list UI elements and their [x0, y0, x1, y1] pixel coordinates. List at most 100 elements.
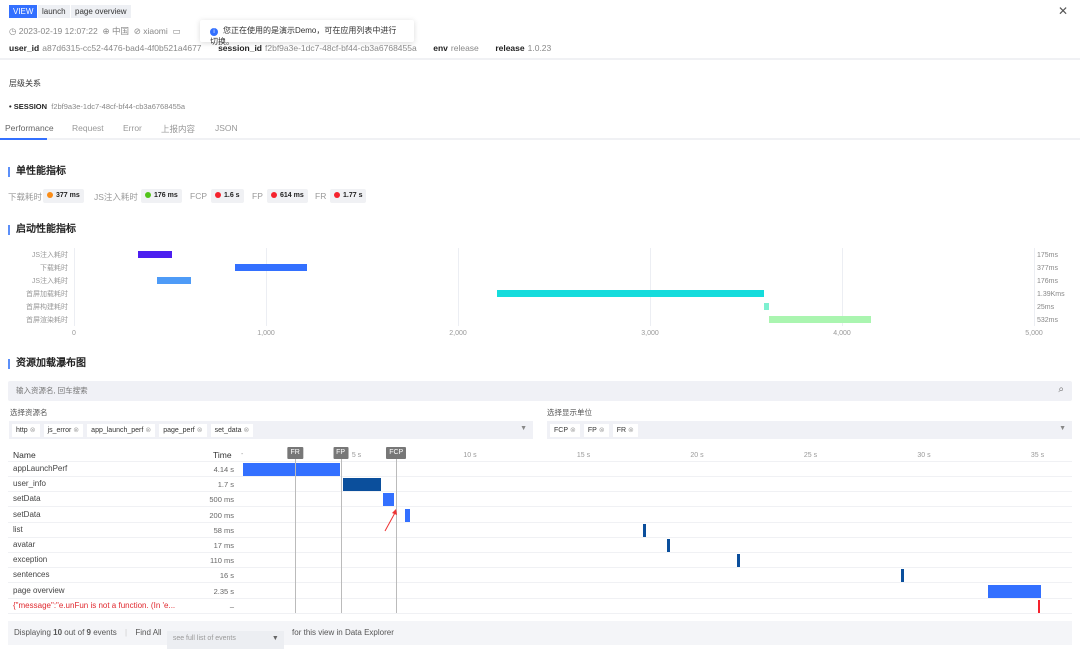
startup-bar[interactable]	[234, 264, 308, 271]
chip-remove-icon[interactable]: ⊗	[628, 426, 634, 434]
filter-chip[interactable]: FCP ⊗	[550, 423, 580, 437]
search-icon[interactable]: ⌕	[1058, 384, 1064, 395]
time-tick-label: 35 s	[1030, 452, 1045, 459]
resource-time: 200 ms	[209, 510, 234, 520]
waterfall-bar[interactable]	[736, 554, 740, 568]
tag-view: VIEW	[9, 5, 38, 18]
chip-remove-icon[interactable]: ⊗	[570, 426, 576, 434]
col-time: Time	[213, 450, 232, 460]
dropdown-caret-icon[interactable]: ▼	[1059, 425, 1066, 432]
table-row[interactable]: avatar 17 ms	[8, 538, 1072, 553]
unit-select[interactable]: FCP ⊗ FP ⊗ FR ⊗ ▼	[547, 421, 1072, 439]
waterfall-bar[interactable]	[643, 523, 647, 537]
chip-remove-icon[interactable]: ⊗	[243, 426, 250, 434]
metric-value: 1.77 s	[343, 192, 363, 199]
metric-badge: 377 ms	[43, 189, 84, 203]
resource-name: list	[13, 524, 23, 534]
chip-remove-icon[interactable]: ⊗	[145, 426, 152, 434]
field-key: session_id	[218, 43, 262, 53]
filter-chip[interactable]: FR ⊗	[612, 423, 638, 437]
resource-time: 17 ms	[213, 541, 234, 550]
waterfall-bar[interactable]	[405, 508, 410, 522]
chip-label: page_perf	[163, 426, 195, 434]
table-row[interactable]: appLaunchPerf 4.14 s	[8, 462, 1072, 477]
active-tab-indicator	[0, 138, 47, 140]
resource-time: 1.7 s	[217, 480, 234, 490]
startup-bar[interactable]	[137, 251, 172, 258]
startup-bar[interactable]	[156, 277, 191, 284]
resource-search[interactable]: ⌕	[8, 381, 1072, 401]
tag-launch: launch	[38, 5, 70, 18]
chip-label: app_launch_perf	[91, 426, 144, 434]
dropdown-caret-icon[interactable]: ▼	[271, 635, 279, 642]
chip-label: set_data	[214, 426, 242, 434]
field-value: f2bf9a3e-1dc7-48cf-bf44-cb3a6768455a	[265, 43, 417, 53]
value-label: 377ms	[1037, 265, 1059, 272]
footer-middle: out of	[64, 628, 85, 637]
table-row[interactable]: setData 200 ms	[8, 508, 1072, 523]
x-tick-label: 5,000	[1025, 330, 1043, 337]
waterfall-bar[interactable]	[987, 584, 1041, 598]
monitor-icon: ▭	[172, 26, 181, 36]
filter-chip[interactable]: js_error ⊗	[43, 423, 84, 437]
waterfall-bar[interactable]	[666, 539, 670, 552]
table-row[interactable]: setData 500 ms	[8, 492, 1072, 508]
close-icon[interactable]: ✕	[1058, 4, 1069, 18]
waterfall-bar[interactable]	[901, 569, 905, 583]
table-row[interactable]: list 58 ms	[8, 523, 1072, 538]
resource-time: –	[229, 601, 234, 611]
dropdown-caret-icon[interactable]: ▼	[520, 425, 527, 432]
waterfall-title: 资源加载瀑布图	[8, 359, 86, 369]
tab-report[interactable]: 上报内容	[161, 124, 196, 134]
waterfall-bar[interactable]	[243, 463, 340, 476]
table-row[interactable]: exception 110 ms	[8, 553, 1072, 569]
session-link[interactable]: • SESSION f2bf9a3e-1dc7-48cf-bf44-cb3a67…	[9, 102, 186, 111]
filter-chip[interactable]: http ⊗	[12, 423, 40, 437]
meta-line: ◷ 2023-02-19 12:07:22 ⊕ 中国 ⊘ xiaomi ▭	[9, 25, 181, 37]
filter-chip[interactable]: page_perf ⊗	[159, 423, 207, 437]
tab-error[interactable]: Error	[123, 123, 142, 133]
table-row[interactable]: user_info 1.7 s	[8, 477, 1072, 493]
table-row[interactable]: page overview 2.35 s	[8, 584, 1072, 599]
x-tick-label: 4,000	[833, 330, 851, 337]
device-icon: ⊘	[133, 26, 141, 36]
chip-label: http	[16, 426, 28, 434]
startup-bar[interactable]	[763, 303, 769, 310]
tab-performance[interactable]: Performance	[5, 123, 54, 133]
resource-search-input[interactable]	[16, 386, 916, 395]
startup-bar[interactable]	[496, 290, 764, 297]
resource-name: sentences	[13, 570, 50, 580]
chip-remove-icon[interactable]: ⊗	[196, 426, 203, 434]
red-arrow-icon	[384, 508, 398, 532]
waterfall-bar[interactable]	[342, 478, 382, 492]
waterfall-bar[interactable]	[1037, 599, 1040, 613]
chip-remove-icon[interactable]: ⊗	[29, 426, 36, 434]
metric-value: 614 ms	[280, 192, 304, 199]
tab-request[interactable]: Request	[72, 123, 104, 133]
waterfall-bar[interactable]	[382, 493, 394, 507]
footer-shown: 10	[53, 628, 63, 637]
filter-chip[interactable]: FP ⊗	[583, 423, 609, 437]
filter-chip[interactable]: set_data ⊗	[210, 423, 254, 437]
unit-label: 选择显示单位	[547, 408, 592, 417]
resource-select[interactable]: http ⊗ js_error ⊗ app_launch_perf ⊗ page_perf ⊗…	[9, 421, 533, 439]
events-select[interactable]: see full list of events ▼	[166, 631, 284, 649]
chip-remove-icon[interactable]: ⊗	[73, 426, 80, 434]
footer-tail: for this view in Data Explorer	[292, 628, 394, 637]
metric-label: 下载耗时	[8, 192, 43, 202]
gridline	[650, 248, 651, 326]
notice-text: 您正在使用的是演示Demo，可在应用列表中进行切换。	[210, 26, 397, 46]
resource-time: 16 s	[219, 571, 234, 581]
table-row[interactable]: {"message":"e.unFun is not a function. (…	[8, 599, 1072, 614]
time-tick-label: 10 s	[463, 452, 477, 459]
chip-remove-icon[interactable]: ⊗	[598, 426, 605, 434]
value-label: 25ms	[1037, 304, 1055, 311]
filter-chip[interactable]: app_launch_perf ⊗	[87, 423, 156, 437]
value-label: 1.39Kms	[1037, 291, 1065, 298]
tab-json[interactable]: JSON	[215, 123, 238, 133]
gridline	[458, 248, 459, 326]
metric-badge: 176 ms	[141, 189, 182, 203]
metric-label: FP	[252, 191, 263, 201]
table-row[interactable]: sentences 16 s	[8, 568, 1072, 584]
startup-bar[interactable]	[768, 316, 871, 323]
